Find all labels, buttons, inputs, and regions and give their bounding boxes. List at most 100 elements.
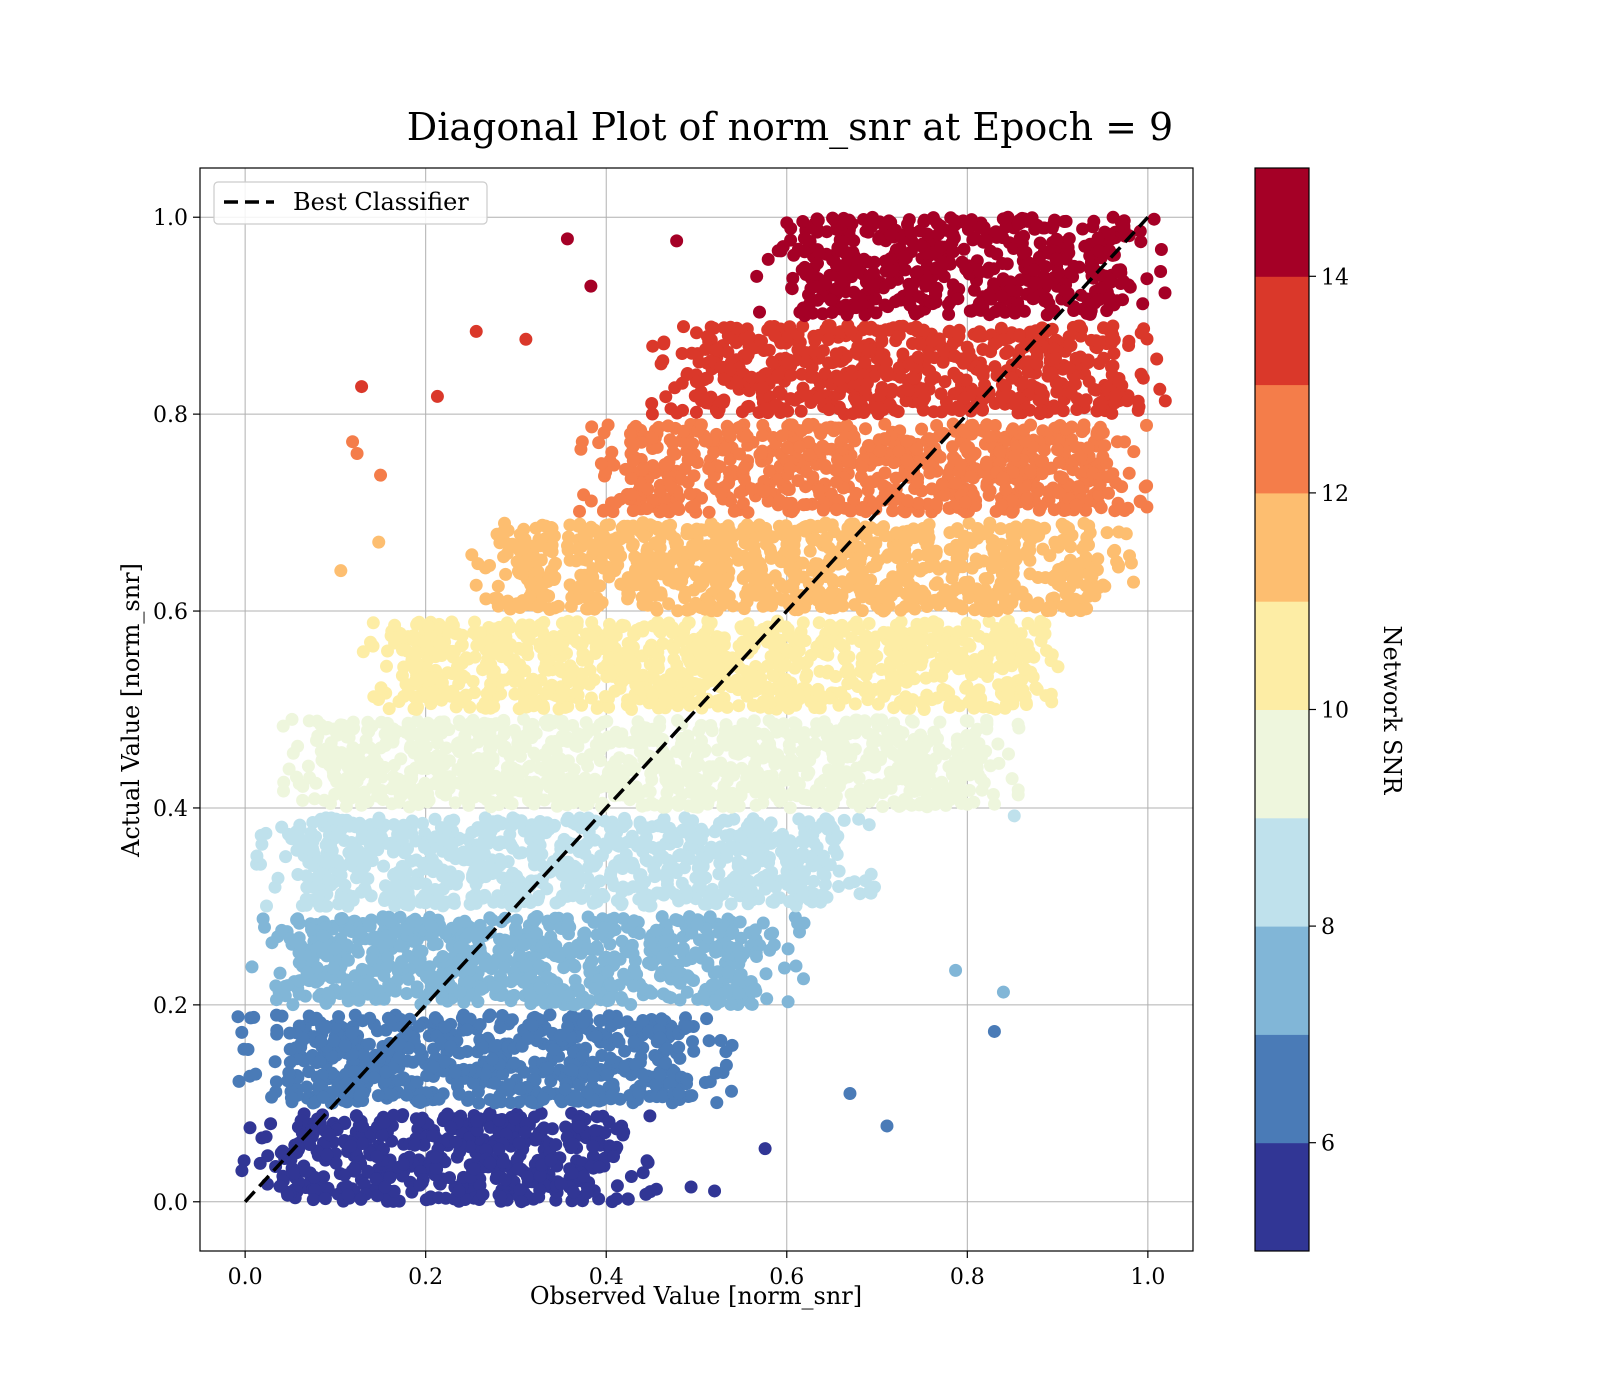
scatter-point	[618, 1059, 632, 1073]
scatter-point	[284, 1091, 298, 1105]
scatter-point	[749, 798, 763, 812]
scatter-point	[517, 938, 531, 952]
scatter-point	[530, 926, 544, 940]
scatter-point	[695, 734, 708, 748]
scatter-point	[605, 1088, 619, 1102]
scatter-point	[315, 1068, 329, 1082]
scatter-point	[439, 895, 453, 909]
scatter-point	[846, 721, 859, 735]
scatter-point	[836, 772, 850, 786]
scatter-point	[743, 816, 757, 830]
scatter-point	[561, 1020, 575, 1034]
scatter-point	[546, 994, 560, 1007]
scatter-point	[403, 780, 417, 794]
scatter-point	[576, 1016, 590, 1030]
scatter-point	[732, 699, 746, 713]
scatter-point	[798, 634, 812, 648]
scatter-point	[743, 764, 757, 778]
scatter-point	[455, 628, 469, 642]
scatter-point	[796, 616, 810, 630]
scatter-point	[406, 629, 420, 643]
scatter-point	[260, 899, 273, 913]
scatter-point	[565, 1009, 579, 1023]
scatter-point	[355, 962, 369, 976]
scatter-point	[588, 772, 602, 786]
scatter-point	[515, 618, 529, 632]
scatter-point	[604, 1051, 617, 1065]
scatter-point	[365, 952, 379, 966]
scatter-point	[398, 846, 412, 860]
scatter-point	[558, 685, 572, 699]
scatter-point	[319, 1019, 333, 1033]
scatter-point	[890, 749, 904, 763]
scatter-point	[933, 639, 947, 653]
scatter-point	[802, 765, 816, 779]
scatter-point	[356, 1137, 369, 1150]
scatter-point	[477, 847, 491, 861]
scatter-point	[643, 937, 657, 951]
scatter-point	[472, 1096, 486, 1110]
scatter-point	[324, 839, 338, 853]
scatter-point	[317, 793, 331, 807]
scatter-point	[483, 683, 497, 696]
scatter-point	[526, 784, 539, 798]
scatter-point	[338, 1039, 352, 1053]
scatter-point	[245, 960, 259, 974]
scatter-point	[727, 812, 741, 826]
scatter-point	[536, 625, 550, 639]
scatter-point	[962, 637, 976, 651]
scatter-point	[943, 698, 957, 712]
scatter-point	[370, 1189, 384, 1203]
scatter-point	[864, 867, 878, 881]
scatter-point	[379, 1065, 393, 1079]
scatter-point	[752, 670, 766, 684]
scatter-point	[388, 925, 402, 939]
scatter-point	[237, 1154, 251, 1168]
scatter-point	[292, 937, 306, 951]
scatter-point	[547, 755, 561, 769]
scatter-point	[273, 1179, 287, 1193]
scatter-point	[700, 850, 714, 864]
scatter-point	[327, 1034, 341, 1048]
scatter-point	[314, 815, 328, 828]
scatter-point	[516, 975, 530, 989]
scatter-point	[392, 1073, 406, 1087]
scatter-point	[468, 615, 482, 629]
scatter-point	[321, 986, 335, 1000]
scatter-point	[400, 987, 414, 1000]
scatter-point	[626, 856, 639, 870]
scatter-point	[533, 640, 547, 654]
scatter-point	[354, 926, 368, 939]
scatter-point	[492, 1113, 506, 1127]
scatter-point	[782, 895, 796, 909]
scatter-point	[780, 856, 794, 870]
scatter-point	[744, 877, 758, 891]
scatter-point	[253, 1156, 267, 1170]
scatter-point	[538, 662, 551, 676]
scatter-point	[779, 841, 793, 854]
scatter-point	[889, 650, 903, 664]
scatter-point	[303, 1138, 317, 1151]
scatter-point	[366, 832, 380, 846]
scatter-point	[428, 812, 442, 826]
scatter-point	[633, 622, 647, 635]
scatter-point	[493, 932, 506, 946]
scatter-point	[1011, 788, 1025, 802]
scatter-point	[513, 1082, 527, 1096]
scatter-point	[734, 951, 748, 965]
scatter-point	[548, 818, 561, 832]
scatter-point	[1045, 648, 1059, 662]
scatter-point	[1002, 747, 1015, 761]
scatter-point	[769, 880, 783, 894]
scatter-point	[794, 879, 808, 893]
scatter-point	[281, 979, 295, 993]
scatter-point	[519, 959, 533, 973]
scatter-point	[419, 750, 433, 764]
scatter-point	[1019, 663, 1033, 676]
scatter-point	[968, 727, 982, 741]
scatter-point	[435, 676, 449, 690]
scatter-point	[939, 798, 953, 812]
scatter-point	[672, 1086, 686, 1100]
scatter-point	[510, 1153, 524, 1167]
scatter-point	[820, 772, 834, 786]
